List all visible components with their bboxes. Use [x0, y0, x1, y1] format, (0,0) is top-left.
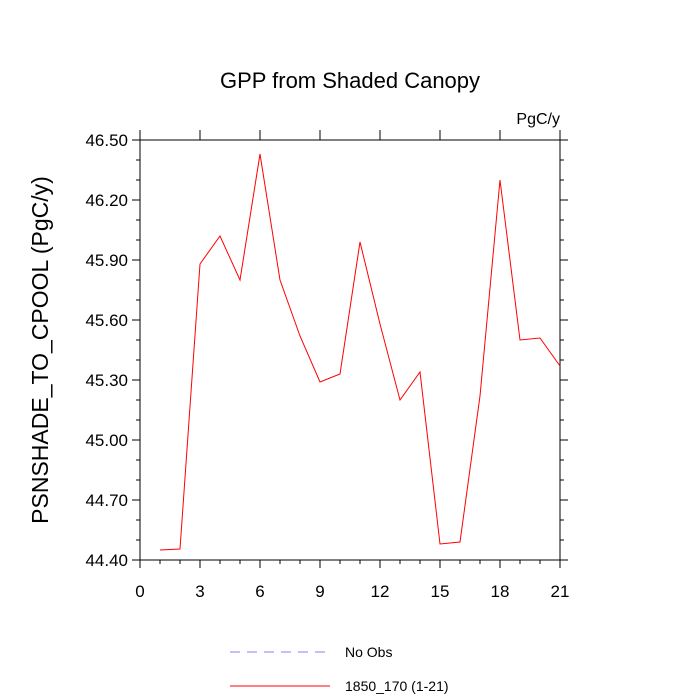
- y-tick-label: 46.20: [85, 191, 128, 210]
- y-tick-label: 44.70: [85, 491, 128, 510]
- legend: No Obs 1850_170 (1-21): [230, 644, 449, 694]
- x-tick-label: 12: [371, 582, 390, 601]
- x-tick-label: 0: [135, 582, 144, 601]
- plot-frame: [139, 139, 561, 561]
- y-tick-label: 45.60: [85, 311, 128, 330]
- y-axis-label: PSNSHADE_TO_CPOOL (PgC/y): [27, 176, 53, 524]
- y-tick-label: 44.40: [85, 551, 128, 570]
- y-tick-label: 45.00: [85, 431, 128, 450]
- series-line: [159, 153, 561, 551]
- x-tick-label: 21: [551, 582, 570, 601]
- x-axis-ticks: 0 3 6 9 12 15 18 21: [135, 130, 569, 601]
- chart-title: GPP from Shaded Canopy: [220, 68, 480, 93]
- units-label: PgC/y: [516, 111, 560, 128]
- series-group: [159, 153, 561, 551]
- y-tick-label: 46.50: [85, 131, 128, 150]
- x-tick-label: 6: [255, 582, 264, 601]
- y-axis-ticks: 44.40 44.70 45.00 45.30 45.60 45.90 46.20 46.50: [85, 131, 568, 570]
- y-tick-label: 45.30: [85, 371, 128, 390]
- x-tick-label: 15: [431, 582, 450, 601]
- x-tick-label: 18: [491, 582, 510, 601]
- legend-label: No Obs: [345, 644, 392, 660]
- y-tick-label: 45.90: [85, 251, 128, 270]
- legend-label: 1850_170 (1-21): [345, 678, 449, 694]
- x-tick-label: 9: [315, 582, 324, 601]
- x-tick-label: 3: [195, 582, 204, 601]
